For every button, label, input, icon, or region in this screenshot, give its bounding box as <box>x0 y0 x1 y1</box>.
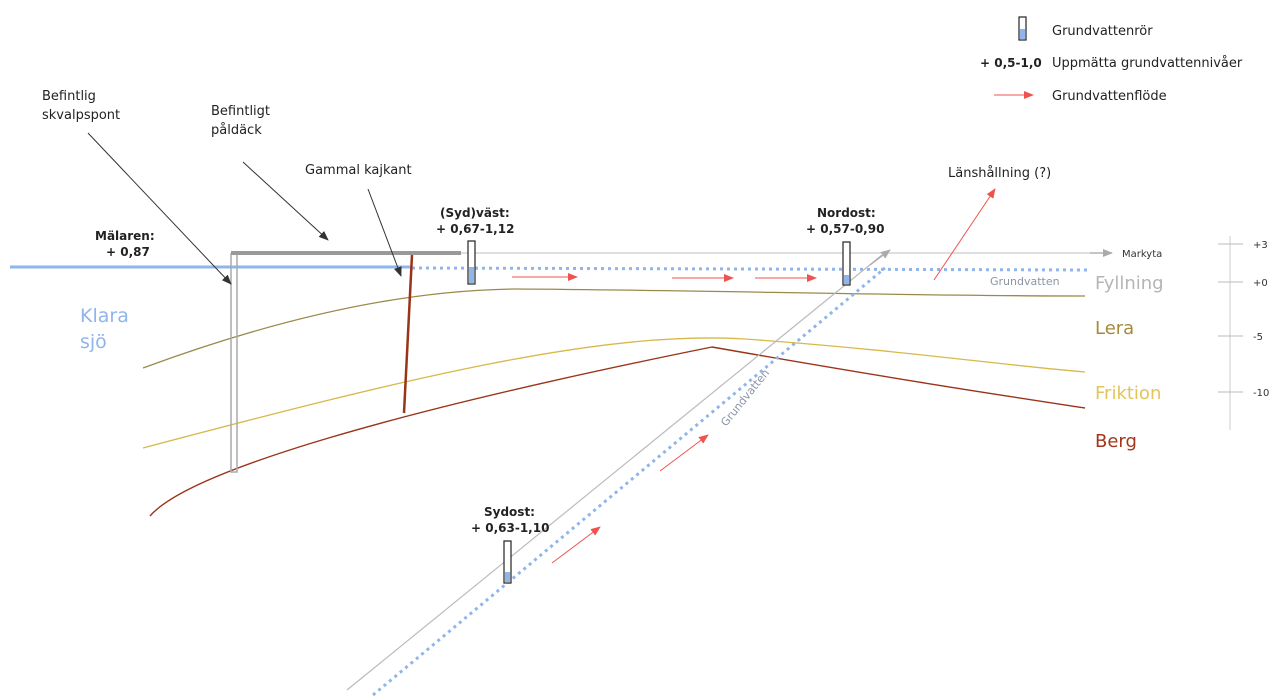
flow-arrow-5 <box>659 434 709 472</box>
skvalpspont-label-line2: skvalpspont <box>42 108 120 123</box>
legend: Grundvattenrör + 0,5-1,0 Uppmätta grundv… <box>980 16 1243 104</box>
lake-name-line2: sjö <box>80 331 107 353</box>
sheet-pile <box>230 253 238 473</box>
fill-bottom-line <box>142 288 1086 369</box>
lake-level-value: + 0,87 <box>106 245 150 259</box>
nordost-title: Nordost: <box>817 206 876 220</box>
sydvast-title: (Syd)väst: <box>440 206 510 220</box>
tube-sydost <box>503 540 512 584</box>
clay-bottom-line <box>142 337 1086 449</box>
sydost-title: Sydost: <box>484 505 535 519</box>
tube-nordost <box>842 241 851 286</box>
markyta-label: Markyta <box>1122 249 1162 260</box>
scale-label-plus3: +3 <box>1253 240 1268 251</box>
layer-label-lera: Lera <box>1095 318 1134 339</box>
flow-arrow-lanshallning <box>933 188 996 281</box>
groundwater-top-label: Grundvatten <box>990 275 1060 288</box>
kajkant-label: Gammal kajkant <box>305 163 412 178</box>
paldack-leader <box>242 161 329 241</box>
lake-level-title: Mälaren: <box>95 229 155 243</box>
kajkant-leader <box>367 188 402 277</box>
lake-name-line1: Klara <box>80 305 129 327</box>
flow-arrow-4 <box>551 526 601 564</box>
scale-label-minus10: -10 <box>1253 388 1269 399</box>
slope-arrow <box>869 249 891 266</box>
slope-line <box>346 254 883 691</box>
tube-sydvast <box>467 240 476 285</box>
sydost-value: + 0,63-1,10 <box>471 521 549 535</box>
paldack-label-line2: påldäck <box>211 123 262 138</box>
layer-label-berg: Berg <box>1095 431 1137 452</box>
legend-tube-label: Grundvattenrör <box>1052 24 1153 39</box>
rock-surface-line <box>149 346 1086 517</box>
legend-level-sample: + 0,5-1,0 <box>980 56 1042 70</box>
legend-level-label: Uppmätta grundvattennivåer <box>1052 56 1243 71</box>
layer-label-friktion: Friktion <box>1095 383 1161 404</box>
sydvast-value: + 0,67-1,12 <box>436 222 514 236</box>
groundwater-diagonal-line <box>372 266 886 697</box>
pile-deck <box>231 251 461 255</box>
scale-label-0: +0 <box>1253 278 1268 289</box>
groundwater-table-line <box>411 266 1089 272</box>
paldack-label-line1: Befintligt <box>211 104 270 119</box>
old-quay-edge <box>402 254 414 414</box>
legend-tube-icon <box>1018 16 1027 41</box>
groundwater-diagonal-label: Grundvatten <box>718 367 772 429</box>
lanshallning-label: Länshållning (?) <box>948 166 1051 181</box>
scale-label-minus5: -5 <box>1253 332 1263 343</box>
skvalpspont-label-line1: Befintlig <box>42 89 96 104</box>
legend-flow-label: Grundvattenflöde <box>1052 89 1167 104</box>
nordost-value: + 0,57-0,90 <box>806 222 884 236</box>
skvalpspont-leader <box>87 132 232 285</box>
layer-label-fyllning: Fyllning <box>1095 273 1164 294</box>
